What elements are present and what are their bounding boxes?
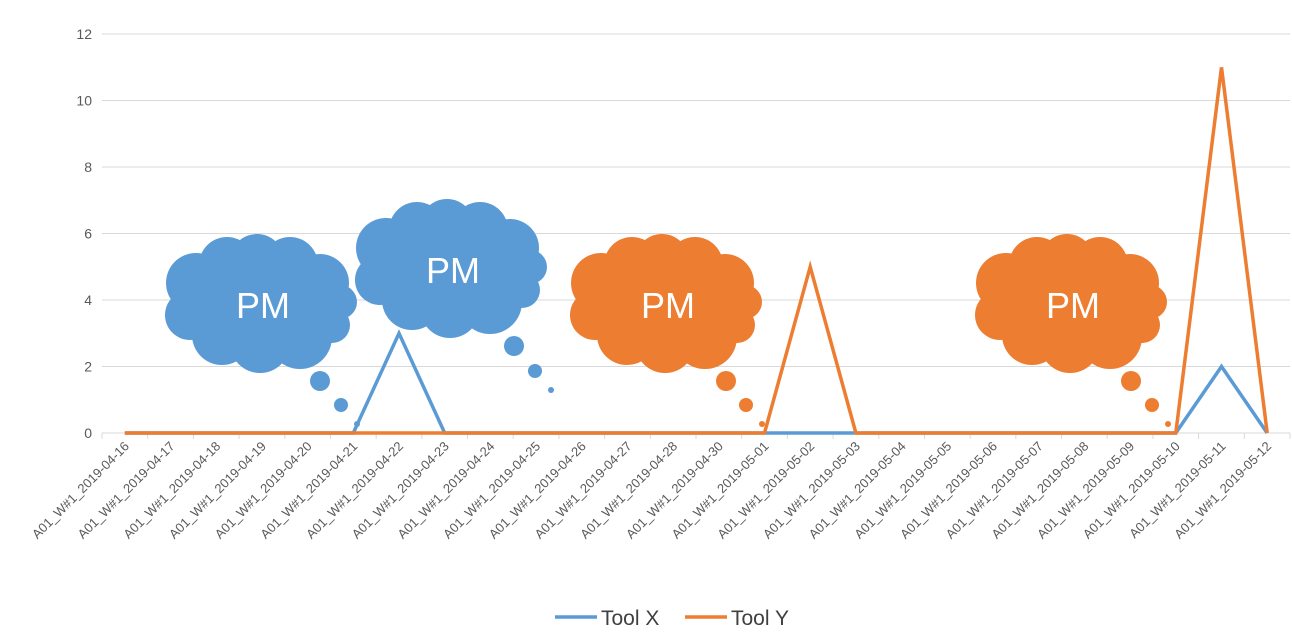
y-axis: 0 2 4 6 8 10 12 <box>76 26 92 441</box>
cloud-puff <box>975 290 1025 340</box>
cloud-tail-bubble <box>354 421 360 427</box>
cloud-label: PM <box>1046 285 1100 326</box>
y-tick-label: 10 <box>76 93 92 109</box>
legend-item: Tool Y <box>685 607 789 630</box>
cloud-puff <box>355 255 405 305</box>
cloud-tail-bubble <box>548 387 554 393</box>
cloud-tail-bubble <box>1145 398 1159 412</box>
cloud-tail-bubble <box>334 398 348 412</box>
pm-thought-cloud: PM <box>165 234 360 427</box>
cloud-tail-bubble <box>1121 371 1141 391</box>
y-tick-label: 2 <box>84 359 92 375</box>
legend-item: Tool X <box>555 607 659 630</box>
pm-thought-cloud: PM <box>975 234 1171 427</box>
cloud-tail-bubble <box>310 371 330 391</box>
legend: Tool X Tool Y <box>555 607 789 630</box>
cloud-puff <box>570 290 620 340</box>
cloud-tail-bubble <box>739 398 753 412</box>
y-tick-label: 4 <box>84 292 92 308</box>
legend-label: Tool Y <box>731 607 789 630</box>
cloud-tail-bubble <box>716 371 736 391</box>
cloud-label: PM <box>641 285 695 326</box>
cloud-tail-bubble <box>504 336 524 356</box>
y-tick-label: 12 <box>76 26 92 42</box>
cloud-tail-bubble <box>759 421 765 427</box>
cloud-tail-bubble <box>528 364 542 378</box>
cloud-puff <box>165 290 215 340</box>
y-tick-label: 8 <box>84 159 92 175</box>
cloud-tail-bubble <box>1165 421 1171 427</box>
x-axis: A01_W#1_2019-04-16A01_W#1_2019-04-17A01_… <box>29 433 1290 542</box>
cloud-label: PM <box>426 250 480 291</box>
gridlines <box>102 34 1290 433</box>
cloud-label: PM <box>236 285 290 326</box>
y-tick-label: 6 <box>84 226 92 242</box>
y-tick-label: 0 <box>84 425 92 441</box>
legend-label: Tool X <box>601 607 659 630</box>
pm-thought-cloud: PM <box>570 234 765 427</box>
